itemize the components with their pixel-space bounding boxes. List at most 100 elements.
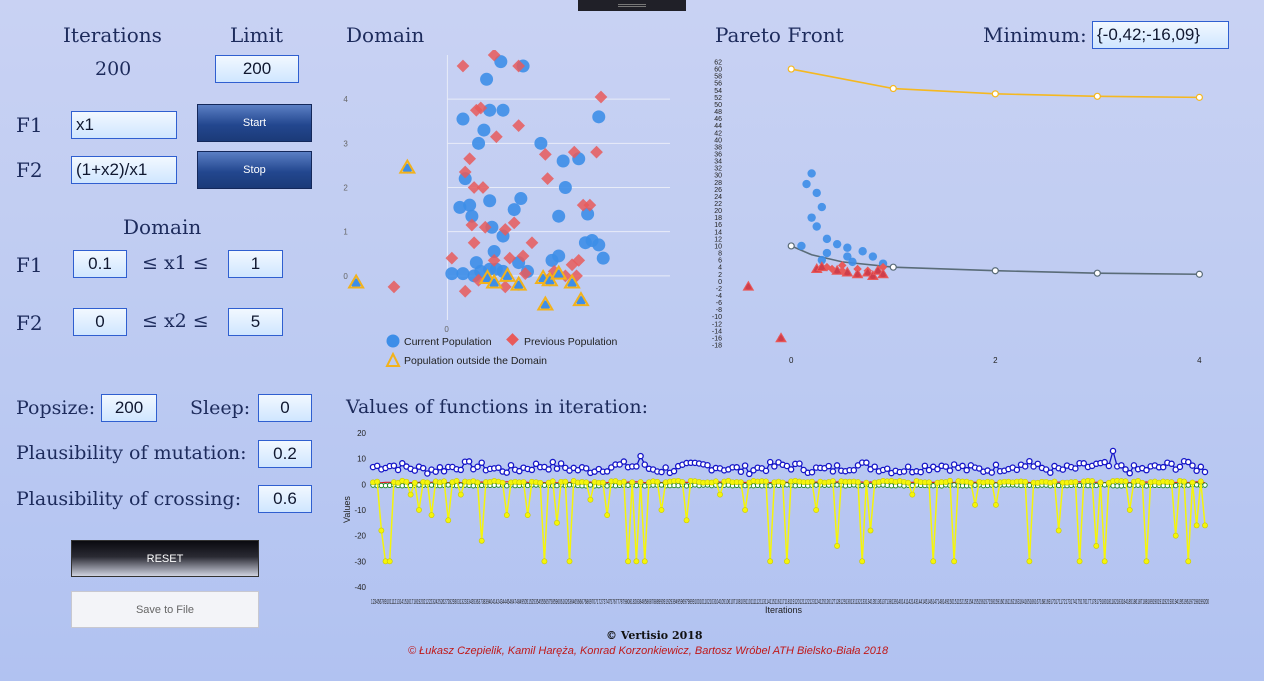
previous-population-point [387,280,401,294]
f1-series-point [1122,466,1129,473]
f1-series-point [1072,465,1079,472]
mutation-input[interactable]: 0.2 [258,440,312,468]
green-series-point [1118,483,1125,489]
current-population-point [477,123,491,137]
f1-series-point [1176,463,1184,471]
sleep-input[interactable]: 0 [258,394,312,422]
pareto-y-tick: 42 [714,130,722,137]
pareto-current-point [797,241,806,251]
f2-series-point [1093,543,1100,549]
f2-series-point [499,479,506,486]
previous-population-point [458,165,472,179]
x1-min-input[interactable]: 0.1 [73,250,127,278]
f2-series-point [658,507,665,513]
previous-population-point [498,280,512,294]
current-population-point [581,207,595,221]
reset-button[interactable]: RESET [71,540,259,577]
pareto-upper-front-point [1195,93,1203,101]
pareto-current-point [822,234,832,244]
pareto-y-tick: 50 [714,102,722,109]
f2-series-point [809,478,815,485]
domain-y-tick: 2 [343,184,348,193]
outside-population-point [536,295,555,311]
x2-min-input[interactable]: 0 [73,308,127,336]
f1-series-point [963,466,970,474]
green-series-point [683,483,690,489]
previous-population-point [476,181,490,194]
f1-function-input[interactable]: x1 [71,111,177,139]
crossing-input[interactable]: 0.6 [258,485,312,513]
f2-series-point [620,478,627,485]
f1-series-point [783,462,791,470]
f2-series-point [537,479,544,486]
f1-series-point [1168,460,1175,468]
f1-series-point [1042,466,1050,473]
f2-series-point [763,478,769,485]
f2-series-point [566,558,573,565]
green-series-point [554,482,560,489]
f2-series-point [742,507,749,513]
domain-y-tick: 4 [343,95,348,104]
previous-population-point [583,198,597,212]
pareto-x-tick: 4 [1197,356,1202,365]
start-button[interactable]: Start [197,104,312,142]
pareto-y-tick: -4 [716,293,722,300]
f1-series-point [394,466,402,474]
f2-series-point [583,479,590,486]
x2-max-input[interactable]: 5 [228,308,283,336]
pareto-current-point [812,188,821,198]
green-series-point [675,482,681,489]
pareto-y-tick: 24 [714,194,722,201]
f2-series-point [403,478,410,485]
f2-series-point [1072,479,1079,485]
x1-max-input[interactable]: 1 [228,250,283,278]
f2-series-point [478,537,485,544]
limit-input[interactable]: 200 [215,55,299,83]
previous-population-point [487,50,501,62]
pareto-x-tick: 2 [993,356,998,365]
f1-series-point [787,466,795,473]
pareto-current-point [812,222,821,231]
values-xlabel: Iterations [765,605,803,615]
f1-series-point [670,467,678,475]
current-population-point [494,55,508,69]
f1-series-point [796,460,803,467]
f1-series-point [771,463,778,470]
green-series-point [612,483,619,489]
f1-series-point [1189,462,1196,469]
current-population-point [456,112,470,126]
popsize-input[interactable]: 200 [101,394,157,422]
domain-chart-title: Domain [346,23,425,47]
green-series-point [1093,482,1099,489]
f2-series-point [1022,478,1029,485]
outside-population-point [478,269,497,285]
f2-series-point [428,512,435,519]
previous-population-point [487,254,501,267]
f1-series-point [658,468,665,476]
mutation-label: Plausibility of mutation: [16,442,247,464]
stop-button[interactable]: Stop [197,151,312,189]
green-series-point [604,483,610,489]
pareto-y-tick: 30 [714,173,722,180]
minimum-value-field[interactable]: {-0,42;-16,09} [1092,21,1229,49]
f1-series-point [528,466,536,474]
values-y-tick: 10 [357,455,366,464]
pareto-x-tick: 0 [789,356,794,365]
f1-series-point [1143,466,1150,474]
f1-series-point [503,469,511,476]
f1-series-point [495,464,502,471]
domain-chart: 4 3 2 1 0 0 Current Population Previous Popul… [343,50,670,367]
f2-function-input[interactable]: (1+x2)/x1 [71,156,177,184]
f2-series-point [1026,558,1033,565]
f1-series-point [603,468,611,475]
f1-series-point [641,461,649,468]
previous-population-point [518,267,532,280]
outside-population-point [498,266,517,282]
previous-population-point [465,218,479,232]
pareto-y-tick: -2 [716,286,722,293]
pareto-outside-point [866,270,879,281]
window-grip[interactable] [578,0,686,11]
pareto-outside-point [815,261,828,272]
pareto-lower-front-point [1093,269,1101,277]
save-to-file-button[interactable]: Save to File [71,591,259,628]
